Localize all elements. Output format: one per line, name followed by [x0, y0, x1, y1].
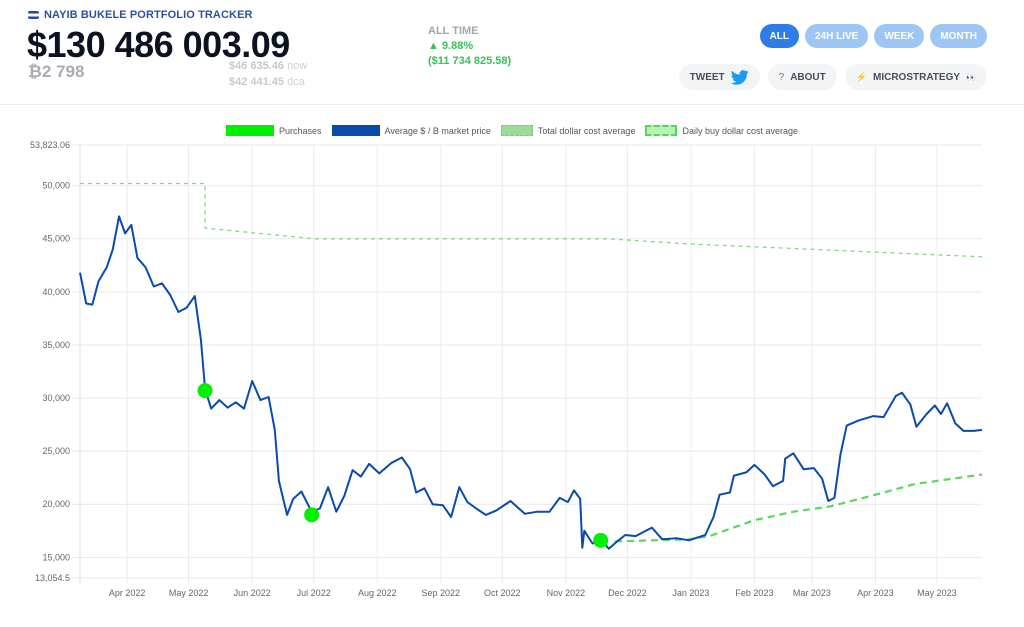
legend-label: Average $ / B market price [384, 125, 491, 136]
y-tick-label: 53,823.06 [30, 140, 70, 150]
tweet-button[interactable]: TWEET [678, 64, 760, 90]
y-tick-label: 30,000 [42, 393, 70, 403]
purchase-point[interactable] [304, 507, 320, 523]
x-tick-label: May 2022 [169, 588, 209, 598]
lightning-icon: ⚡ [855, 71, 867, 82]
all-time-amount: ($11 734 825.58) [428, 55, 512, 67]
microstrategy-label: MICROSTRATEGY [872, 71, 961, 83]
price-dca: $42 441.45 dca [229, 76, 305, 88]
action-buttons: TWEET ? ABOUT ⚡ MICROSTRATEGY 👀 [678, 64, 987, 90]
y-tick-label: 50,000 [42, 181, 70, 191]
x-tick-label: Mar 2023 [793, 588, 831, 598]
chart-legend: Purchases Average $ / B market price Tot… [0, 125, 1024, 136]
x-tick-label: Jan 2023 [672, 588, 709, 598]
x-tick-label: Jul 2022 [297, 588, 331, 598]
purchase-point[interactable] [197, 383, 213, 399]
y-tick-label: 35,000 [42, 340, 70, 350]
portfolio-total-value: $130 486 003.09 [27, 24, 290, 65]
time-range-selector: ALL 24H LIVE WEEK MONTH [759, 24, 987, 48]
chart-series [79, 182, 983, 550]
y-tick-label: 25,000 [42, 446, 70, 456]
legend-label: Purchases [278, 125, 322, 136]
x-tick-label: Feb 2023 [735, 588, 773, 598]
el-salvador-flag-icon [28, 11, 39, 19]
x-tick-label: Sep 2022 [422, 588, 461, 598]
y-tick-label: 45,000 [42, 234, 70, 244]
x-tick-label: Apr 2023 [857, 588, 894, 598]
price-now-suffix: now [287, 60, 308, 72]
header: NAYIB BUKELE PORTFOLIO TRACKER $130 486 … [0, 0, 1024, 105]
range-month-button[interactable]: MONTH [930, 24, 987, 48]
x-axis: Apr 2022 May 2022 Jun 2022 Jul 2022 Aug 2022… [109, 588, 957, 598]
microstrategy-button[interactable]: ⚡ MICROSTRATEGY 👀 [844, 64, 987, 90]
btc-holdings: ₿2 798 [28, 62, 85, 81]
brand: NAYIB BUKELE PORTFOLIO TRACKER [28, 9, 253, 21]
y-tick-label: 20,000 [42, 499, 70, 509]
y-tick-label: 15,000 [42, 552, 70, 562]
market-price-swatch [331, 125, 380, 136]
legend-label: Daily buy dollar cost average [682, 125, 799, 136]
market-price-line [79, 215, 983, 550]
daily-dca-swatch [645, 125, 678, 136]
purchase-point[interactable] [593, 532, 609, 548]
range-week-button[interactable]: WEEK [874, 24, 925, 48]
legend-market-price[interactable]: Average $ / B market price [331, 125, 491, 136]
twitter-bird-icon [730, 69, 749, 85]
price-dca-suffix: dca [287, 76, 305, 88]
all-time-label: ALL TIME [428, 25, 479, 37]
x-tick-label: Nov 2022 [547, 588, 586, 598]
purchases-swatch [225, 125, 274, 136]
y-axis: 53,823.06 50,000 45,000 40,000 35,000 30,000 2… [30, 140, 70, 583]
x-tick-label: Aug 2022 [358, 588, 397, 598]
legend-total-dca[interactable]: Total dollar cost average [500, 125, 636, 136]
y-tick-label: 40,000 [42, 287, 70, 297]
range-all-button[interactable]: ALL [759, 24, 799, 48]
about-button[interactable]: ? ABOUT [767, 64, 837, 90]
question-icon: ? [778, 71, 785, 83]
legend-purchases[interactable]: Purchases [225, 125, 322, 136]
x-tick-label: Apr 2022 [109, 588, 146, 598]
tweet-label: TWEET [689, 71, 725, 83]
all-time-performance: ALL TIME ▲ 9.88% ($11 734 825.58) [428, 25, 511, 67]
brand-title: NAYIB BUKELE PORTFOLIO TRACKER [44, 9, 253, 21]
daily-dca-line [614, 473, 983, 543]
x-tick-label: May 2023 [917, 588, 957, 598]
x-tick-label: Jun 2022 [234, 588, 271, 598]
total-dca-swatch [500, 125, 533, 136]
about-label: ABOUT [790, 71, 826, 83]
x-tick-label: Dec 2022 [608, 588, 647, 598]
total-dca-line [80, 182, 983, 258]
price-now: $46 635.46 now [229, 60, 307, 72]
chart-grid [72, 144, 982, 584]
range-24h-live-button[interactable]: 24H LIVE [804, 24, 869, 48]
price-dca-value: $42 441.45 [229, 76, 285, 88]
legend-label: Total dollar cost average [537, 125, 636, 136]
legend-daily-dca[interactable]: Daily buy dollar cost average [645, 125, 798, 136]
price-now-value: $46 635.46 [229, 60, 285, 72]
eyes-icon: 👀 [966, 72, 976, 82]
y-tick-label: 13,054.5 [35, 573, 70, 583]
x-tick-label: Oct 2022 [484, 588, 521, 598]
all-time-percent: ▲ 9.88% [428, 40, 474, 52]
